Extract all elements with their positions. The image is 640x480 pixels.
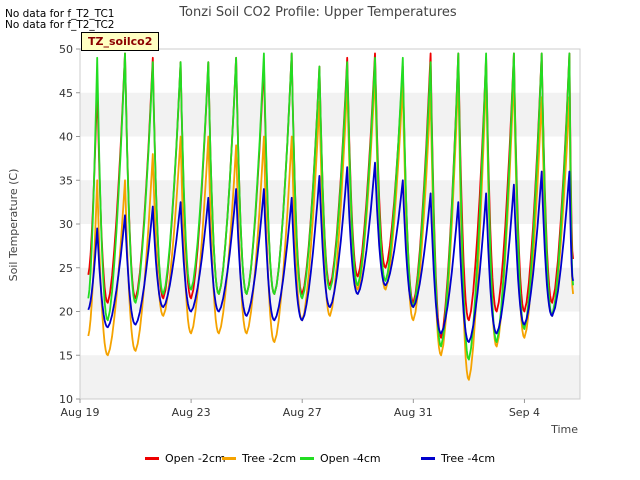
x-tick-label: Aug 31 [394,406,433,419]
legend: Open -2cm Tree -2cm Open -4cm Tree -4cm [0,452,640,470]
plot-background [80,49,580,399]
legend-label: Open -2cm [165,452,226,465]
legend-swatch [421,457,435,460]
series-lines [87,52,574,381]
grid-band [80,355,580,399]
legend-item-open-2cm: Open -2cm [145,452,226,465]
y-tick-label: 15 [59,349,73,362]
grid-band [80,180,580,224]
legend-label: Tree -4cm [441,452,496,465]
x-tick-label: Aug 27 [283,406,322,419]
series-line-tree-4cm [87,161,574,343]
x-axis: Aug 19 Aug 23 Aug 27 Aug 31 Sep 4 [61,399,540,419]
x-tick-label: Sep 4 [509,406,540,419]
chart-title: Tonzi Soil CO2 Profile: Upper Temperatur… [178,5,457,20]
legend-item-open-4cm: Open -4cm [300,452,381,465]
legend-swatch [300,457,314,460]
y-tick-label: 25 [59,262,73,275]
legend-item-tree-4cm: Tree -4cm [421,452,495,465]
y-tick-label: 50 [59,43,73,56]
grid-band [80,92,580,137]
legend-swatch [145,457,159,460]
y-axis: 10 15 20 25 30 35 40 45 50 [59,43,80,406]
y-tick-label: 10 [59,393,73,406]
y-tick-label: 35 [59,174,73,187]
y-tick-label: 20 [59,306,73,319]
y-axis-label: Soil Temperature (C) [7,169,20,282]
legend-swatch [222,457,236,460]
y-tick-label: 45 [59,87,73,100]
site-tag-label: TZ_soilco2 [81,32,160,51]
no-data-note-2: No data for f_T2_TC2 [5,19,115,31]
x-tick-label: Aug 23 [172,406,211,419]
x-tick-label: Aug 19 [61,406,100,419]
series-line-open-4cm [87,52,574,361]
no-data-note-1: No data for f_T2_TC1 [5,8,115,20]
legend-item-tree-2cm: Tree -2cm [222,452,296,465]
y-tick-label: 40 [59,131,73,144]
legend-label: Open -4cm [320,452,381,465]
legend-label: Tree -2cm [242,452,297,465]
x-axis-label: Time [550,423,578,436]
y-tick-label: 30 [59,218,73,231]
